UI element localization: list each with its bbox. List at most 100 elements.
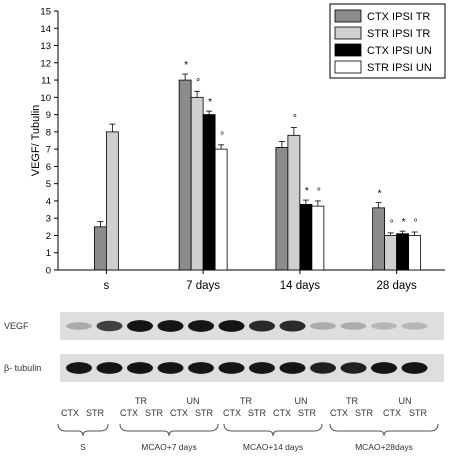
blot-band	[127, 320, 153, 332]
significance-mark: *	[184, 60, 188, 71]
y-tick-label: 0	[46, 266, 51, 277]
blot-band	[371, 322, 397, 330]
blot-band	[310, 362, 336, 374]
tr-un-label: UN	[187, 396, 200, 406]
bar	[190, 96, 204, 271]
blot-band	[127, 362, 153, 374]
group-brace	[57, 423, 109, 437]
tr-un-label: TR	[346, 396, 358, 406]
lane-label: STR	[86, 408, 105, 418]
tr-un-label: TR	[240, 396, 252, 406]
significance-mark: °	[196, 77, 200, 88]
significance-mark: *	[305, 186, 309, 197]
blot-band	[401, 322, 428, 330]
group-brace	[119, 423, 219, 437]
y-tick-label: 14	[40, 24, 51, 35]
group-label: MCAO+28days	[355, 442, 413, 452]
blot-band	[310, 322, 336, 330]
y-tick-label: 6	[46, 162, 51, 173]
bar	[372, 207, 386, 271]
lane-label: STR	[195, 408, 214, 418]
y-tick-label: 9	[46, 110, 51, 121]
bar	[311, 205, 325, 271]
lane-label: CTX	[61, 408, 79, 418]
bar	[214, 148, 228, 271]
blot-band	[340, 322, 367, 330]
legend-label: STR IPSI UN	[367, 62, 432, 74]
y-tick-label: 10	[40, 93, 51, 104]
y-tick-label: 8	[46, 127, 51, 138]
blot-band	[371, 362, 397, 374]
legend-label: CTX IPSI TR	[367, 11, 430, 23]
bar	[105, 131, 119, 271]
blot-band	[188, 320, 214, 332]
significance-mark: °	[390, 219, 394, 230]
y-tick-label: 2	[46, 231, 51, 242]
blot-band	[249, 362, 275, 374]
y-tick-label: 13	[40, 41, 51, 52]
blot-band	[279, 362, 306, 374]
blot-band	[340, 362, 367, 374]
blot-band	[66, 322, 92, 330]
blot-band	[96, 320, 123, 332]
significance-mark: °	[414, 218, 418, 229]
bar	[384, 235, 398, 271]
group-label: MCAO+7 days	[141, 442, 197, 452]
significance-mark: *	[402, 217, 406, 228]
legend-swatch	[334, 60, 362, 74]
significance-mark: *	[378, 189, 382, 200]
y-tick-label: 3	[46, 214, 51, 225]
lane-label: STR	[409, 408, 428, 418]
blot-row-label: β- tubulin	[4, 363, 41, 373]
significance-mark: °	[293, 114, 297, 125]
lane-label: STR	[298, 408, 317, 418]
group-label: MCAO+14 days	[243, 442, 303, 452]
bar	[202, 114, 216, 271]
y-tick-label: 5	[46, 179, 51, 190]
lane-label: CTX	[120, 408, 138, 418]
lane-label: CTX	[273, 408, 291, 418]
bar	[275, 147, 289, 271]
lane-label: CTX	[223, 408, 241, 418]
significance-mark: °	[220, 131, 224, 142]
y-tick-label: 12	[40, 58, 51, 69]
blot-band	[279, 320, 306, 332]
lane-label: STR	[355, 408, 374, 418]
x-tick-label: s	[104, 280, 110, 292]
bar	[396, 233, 410, 271]
tr-un-label: TR	[135, 396, 147, 406]
tr-un-label: UN	[295, 396, 308, 406]
lane-label: CTX	[330, 408, 348, 418]
group-label: S	[80, 442, 86, 452]
legend-swatch	[334, 43, 362, 57]
blot-row-label: VEGF	[4, 321, 29, 331]
tr-un-label: UN	[399, 396, 412, 406]
legend-swatch	[334, 9, 362, 23]
group-brace	[329, 423, 439, 437]
legend-label: CTX IPSI UN	[367, 45, 432, 57]
bar	[178, 79, 192, 271]
blot-band	[218, 320, 245, 332]
lane-label: CTX	[170, 408, 188, 418]
bar	[93, 226, 107, 271]
y-tick-label: 4	[46, 196, 51, 207]
x-tick-label: 14 days	[280, 280, 321, 292]
group-brace	[223, 423, 323, 437]
y-tick-label: 11	[41, 76, 51, 87]
legend-swatch	[334, 26, 362, 40]
y-tick-label: 1	[46, 248, 51, 259]
lane-label: STR	[145, 408, 164, 418]
legend-label: STR IPSI TR	[367, 28, 430, 40]
lane-label: STR	[248, 408, 267, 418]
x-tick-label: 28 days	[376, 280, 417, 292]
blot-band	[66, 362, 92, 374]
blot-band	[157, 362, 184, 374]
blot-band	[157, 320, 184, 332]
bar	[287, 134, 301, 271]
lane-label: CTX	[383, 408, 401, 418]
legend: CTX IPSI TR STR IPSI TR CTX IPSI UN STR IPS…	[329, 3, 446, 79]
significance-mark: °	[317, 187, 321, 198]
